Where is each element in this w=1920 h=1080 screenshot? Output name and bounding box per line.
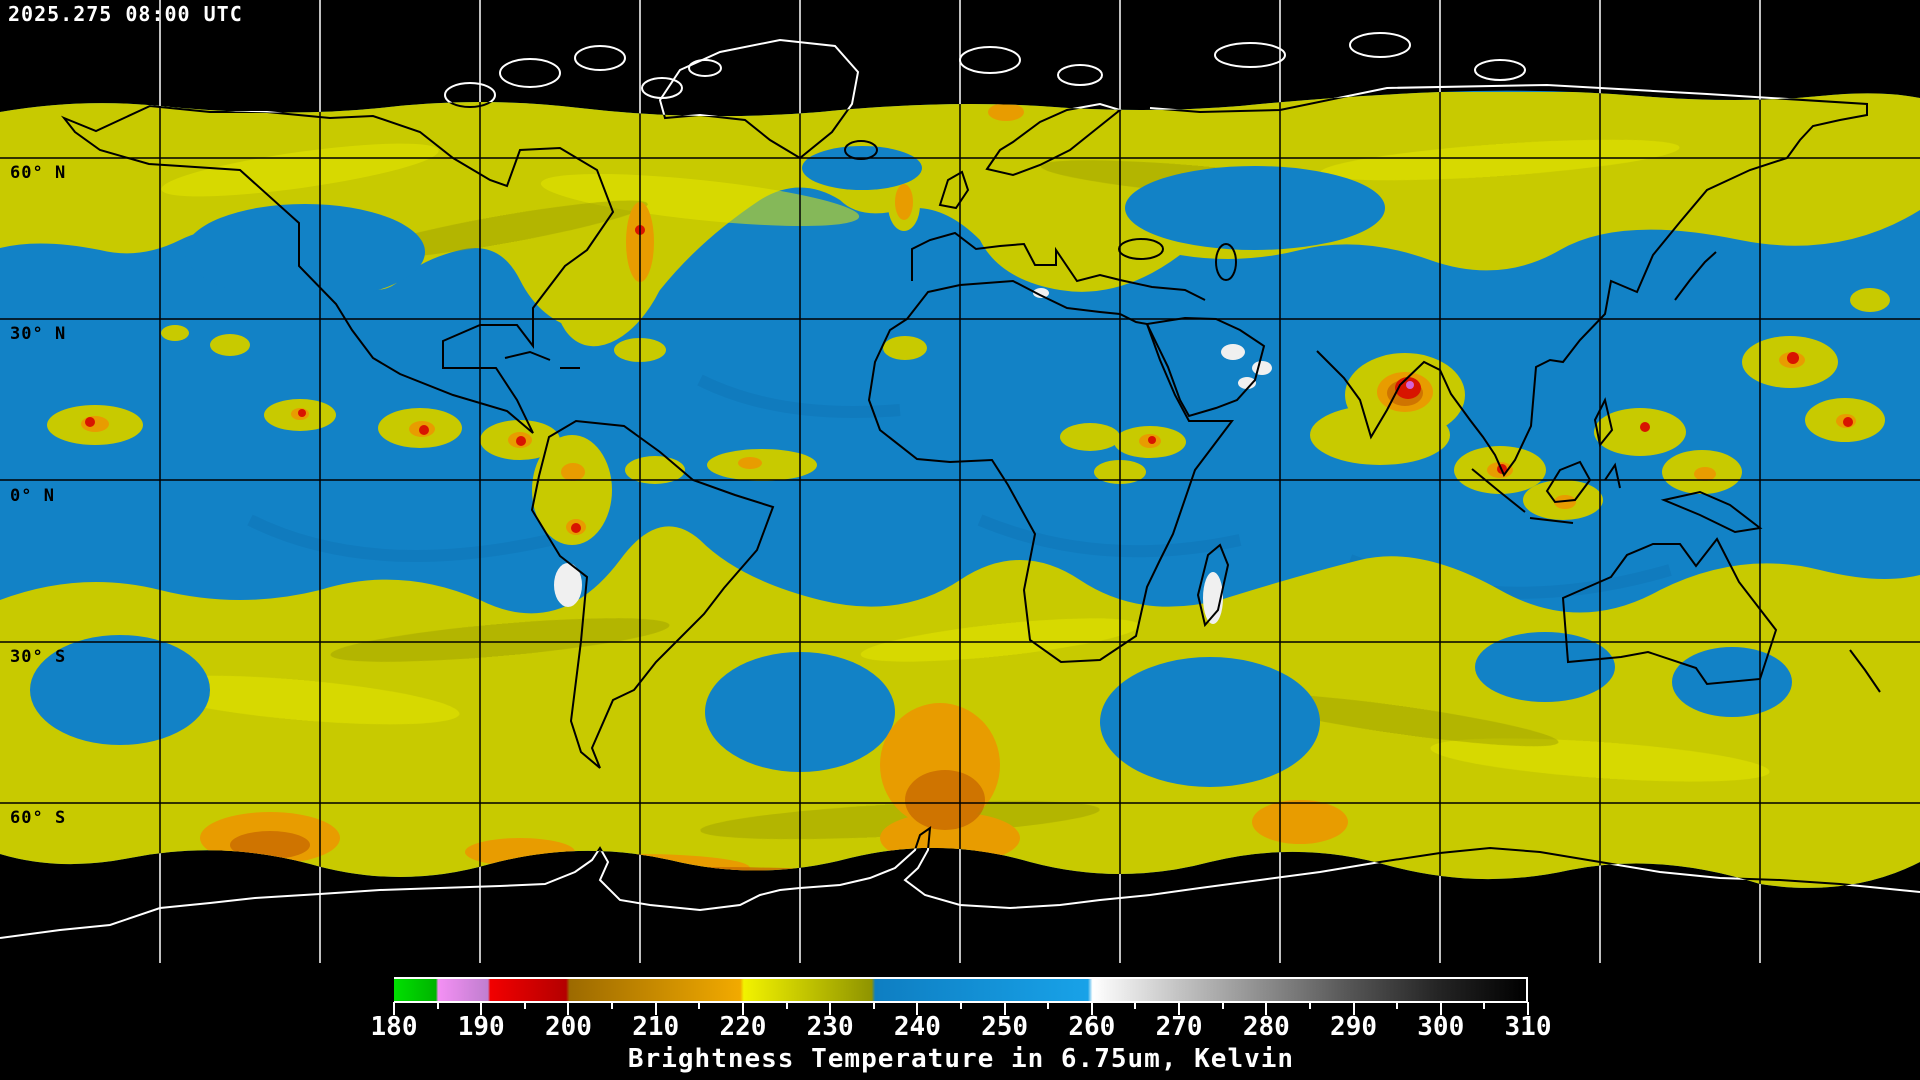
colorbar-tick [523, 1002, 526, 1009]
colorbar-tick-label: 180 [370, 1012, 418, 1042]
colorbar-tick [1439, 1002, 1442, 1015]
colorbar-tick [1265, 1002, 1268, 1015]
colorbar-tick [1178, 1002, 1181, 1015]
colorbar-tick [829, 1002, 832, 1015]
colorbar-tick-label: 310 [1504, 1012, 1552, 1042]
colorbar-tick-label: 260 [1068, 1012, 1116, 1042]
colorbar-tick [1396, 1002, 1399, 1009]
colorbar-gradient [394, 977, 1528, 1003]
colorbar-tick [436, 1002, 439, 1009]
latitude-label-0n: 0° N [10, 486, 55, 506]
colorbar-tick [1308, 1002, 1311, 1009]
timestamp: 2025.275 08:00 UTC [8, 2, 243, 26]
colorbar-tick [1134, 1002, 1137, 1009]
colorbar-tick-label: 280 [1242, 1012, 1290, 1042]
colorbar-tick-label: 250 [981, 1012, 1029, 1042]
colorbar-tick-label: 230 [806, 1012, 854, 1042]
colorbar-tick [741, 1002, 744, 1015]
latitude-label-30n: 30° N [10, 324, 67, 344]
colorbar-tick [1483, 1002, 1486, 1009]
colorbar-tick [960, 1002, 962, 1009]
colorbar-tick [872, 1002, 875, 1009]
colorbar-tick [916, 1002, 919, 1015]
colorbar-tick [1003, 1002, 1006, 1015]
colorbar-tick [567, 1002, 570, 1015]
colorbar-tick-label: 270 [1155, 1012, 1203, 1042]
colorbar-tick-label: 220 [719, 1012, 767, 1042]
colorbar-tick-label: 290 [1330, 1012, 1378, 1042]
colorbar-title: Brightness Temperature in 6.75um, Kelvin [627, 1044, 1295, 1074]
colorbar-tick [480, 1002, 483, 1015]
latitude-label-60n: 60° N [10, 163, 67, 183]
colorbar-tick [654, 1002, 657, 1015]
colorbar-tick-labels: 180 190 200 210 220 230 240 250 260 270 280 290 300 3… [371, 1012, 1552, 1044]
colorbar-tick [1527, 1002, 1529, 1015]
colorbar-tick [393, 1002, 395, 1015]
colorbar-tick-label: 240 [893, 1012, 941, 1042]
latitude-label-30s: 30° S [10, 647, 67, 667]
colorbar-ticks [393, 1002, 1529, 1016]
colorbar-tick [1090, 1002, 1093, 1015]
colorbar-tick-label: 300 [1417, 1012, 1465, 1042]
colorbar-tick [611, 1002, 614, 1009]
colorbar-tick [1221, 1002, 1224, 1009]
colorbar-tick [1352, 1002, 1355, 1015]
colorbar-tick-label: 190 [457, 1012, 505, 1042]
colorbar-tick-label: 200 [544, 1012, 592, 1042]
colorbar-tick-label: 210 [632, 1012, 680, 1042]
grid-lines-data [0, 90, 1920, 888]
colorbar-tick [1047, 1002, 1050, 1009]
colorbar-tick [785, 1002, 788, 1009]
colorbar-tick [698, 1002, 701, 1009]
data-region [0, 90, 1920, 888]
latitude-label-60s: 60° S [10, 808, 67, 828]
